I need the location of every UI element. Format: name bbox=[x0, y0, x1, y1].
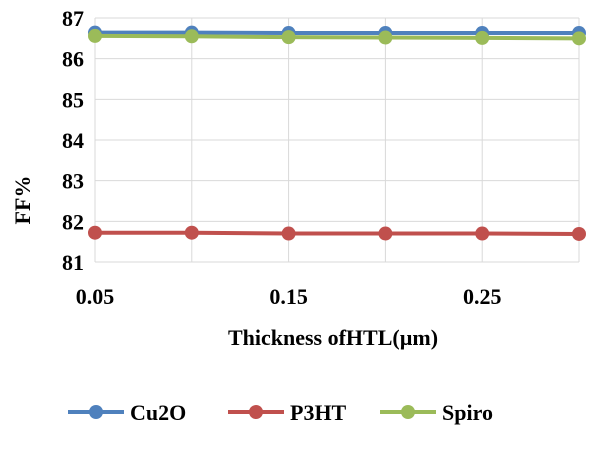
data-point-p3ht bbox=[185, 226, 199, 240]
x-tick-labels: 0.05 0.15 0.25 bbox=[76, 284, 502, 309]
y-tick-label: 83 bbox=[62, 169, 84, 194]
legend-item-spiro: Spiro bbox=[380, 400, 493, 425]
y-tick-label: 85 bbox=[62, 87, 84, 112]
y-tick-label: 81 bbox=[62, 250, 84, 275]
series-line-spiro bbox=[95, 36, 579, 38]
x-tick-label: 0.25 bbox=[463, 284, 502, 309]
y-tick-label: 82 bbox=[62, 209, 84, 234]
data-point-p3ht bbox=[88, 226, 102, 240]
legend: Cu2O P3HT Spiro bbox=[68, 400, 493, 425]
x-axis-title: Thickness ofHTL(µm) bbox=[228, 325, 438, 350]
x-tick-label: 0.05 bbox=[76, 284, 115, 309]
grid-layer bbox=[95, 18, 579, 262]
legend-swatch-marker bbox=[249, 405, 263, 419]
legend-swatch-marker bbox=[401, 405, 415, 419]
data-point-spiro bbox=[475, 31, 489, 45]
data-point-p3ht bbox=[378, 227, 392, 241]
legend-swatch-marker bbox=[89, 405, 103, 419]
y-tick-label: 86 bbox=[62, 47, 84, 72]
y-tick-label: 84 bbox=[62, 128, 84, 153]
legend-label-spiro: Spiro bbox=[442, 400, 493, 425]
data-point-p3ht bbox=[475, 227, 489, 241]
y-tick-labels: 81 82 83 84 85 86 87 bbox=[62, 6, 84, 275]
series-layer bbox=[88, 26, 586, 241]
data-point-p3ht bbox=[572, 227, 586, 241]
data-point-spiro bbox=[282, 30, 296, 44]
series-line-p3ht bbox=[95, 233, 579, 234]
legend-item-cu2o: Cu2O bbox=[68, 400, 186, 425]
legend-label-p3ht: P3HT bbox=[290, 400, 347, 425]
legend-label-cu2o: Cu2O bbox=[130, 400, 186, 425]
legend-item-p3ht: P3HT bbox=[228, 400, 347, 425]
data-point-spiro bbox=[185, 29, 199, 43]
data-point-spiro bbox=[378, 31, 392, 45]
x-tick-label: 0.15 bbox=[269, 284, 308, 309]
data-point-spiro bbox=[572, 31, 586, 45]
series-p3ht bbox=[88, 226, 586, 241]
data-point-p3ht bbox=[282, 227, 296, 241]
data-point-spiro bbox=[88, 29, 102, 43]
y-tick-label: 87 bbox=[62, 6, 84, 31]
y-axis-title: FF% bbox=[10, 176, 35, 225]
